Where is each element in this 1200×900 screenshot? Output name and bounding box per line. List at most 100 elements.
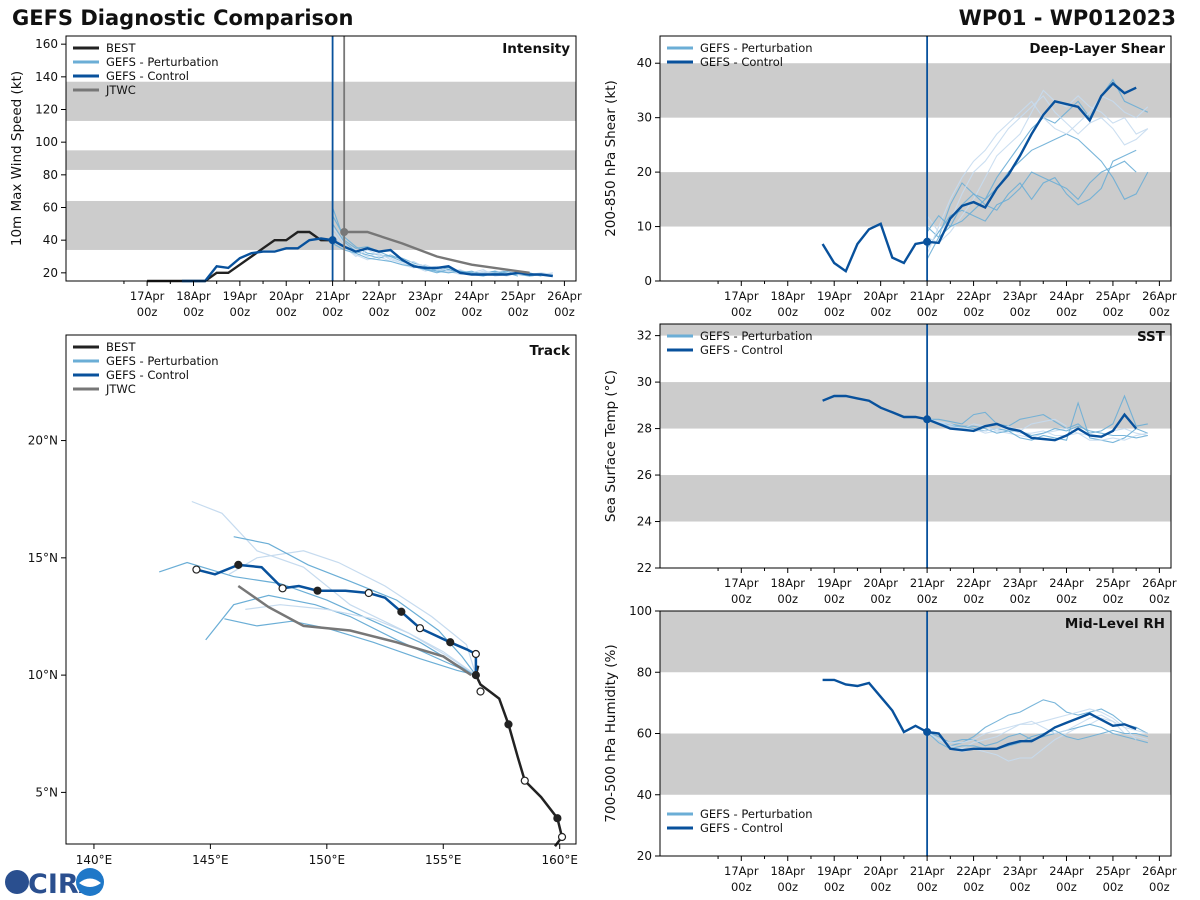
x-tick-label: 21Apr xyxy=(315,289,350,303)
x-tick-label: 21Apr xyxy=(910,576,945,590)
x-tick-label: 17Apr xyxy=(130,289,165,303)
control-series-line xyxy=(822,394,1138,442)
x-tick-label: 18Apr xyxy=(770,864,805,878)
x-tick-label: 21Apr xyxy=(910,864,945,878)
analysis-point xyxy=(923,415,932,424)
x-tick-label: 21Apr xyxy=(910,289,945,303)
perturbation-member-line xyxy=(926,708,1137,744)
x-tick-label: 20Apr xyxy=(863,289,898,303)
perturbation-member-line xyxy=(926,160,1137,249)
y-tick-label: 20 xyxy=(637,165,652,179)
perturbation-member-line xyxy=(926,418,1148,441)
y-tick-label: 28 xyxy=(637,422,652,436)
y-tick-label: 40 xyxy=(637,56,652,70)
y-tick-label: 32 xyxy=(637,329,652,343)
x-tick-label: 00z xyxy=(1056,880,1077,894)
x-tick-label: 22Apr xyxy=(362,289,397,303)
analysis-point xyxy=(340,228,349,236)
panel-title: Mid-Level RH xyxy=(1065,616,1165,632)
lon-tick-label: 140°E xyxy=(76,853,113,867)
y-tick-label: 60 xyxy=(43,201,58,215)
x-tick-label: 19Apr xyxy=(223,289,258,303)
jtwc-series-line xyxy=(344,230,530,274)
y-axis-label: 10m Max Wind Speed (kt) xyxy=(9,71,25,246)
track-position-marker xyxy=(520,776,529,785)
x-tick-label: 22Apr xyxy=(956,576,991,590)
x-tick-label: 00z xyxy=(461,305,482,319)
panel-title: Intensity xyxy=(502,41,570,57)
x-tick-label: 26Apr xyxy=(1142,576,1177,590)
emblem-bird-icon xyxy=(79,878,101,887)
x-tick-label: 00z xyxy=(731,592,752,606)
y-tick-label: 26 xyxy=(637,468,652,482)
lon-tick-label: 160°E xyxy=(541,853,578,867)
x-tick-label: 00z xyxy=(963,592,984,606)
x-tick-label: 00z xyxy=(1010,880,1031,894)
x-tick-label: 23Apr xyxy=(1003,576,1038,590)
y-tick-label: 24 xyxy=(637,515,652,529)
legend-label: GEFS - Perturbation xyxy=(700,807,813,821)
track-panel: 140°E 145°E 150°E 155°E 160°E 5°N 10°N 15°N 20°N… xyxy=(28,334,578,867)
map-frame xyxy=(65,334,577,845)
figure-title: GEFS Diagnostic Comparison xyxy=(12,6,354,30)
control-series-line xyxy=(821,81,1137,274)
perturbation-track-line xyxy=(233,536,477,676)
y-tick-label: 30 xyxy=(637,111,652,125)
x-tick-label: 23Apr xyxy=(1003,289,1038,303)
legend-label: JTWC xyxy=(105,83,136,97)
y-tick-label: 80 xyxy=(637,665,652,679)
track-position-marker xyxy=(557,832,567,842)
x-tick-label: 00z xyxy=(1056,305,1077,319)
legend-label: GEFS - Perturbation xyxy=(700,329,813,343)
threshold-band xyxy=(660,611,1171,673)
x-tick-label: 00z xyxy=(731,880,752,894)
x-tick-label: 00z xyxy=(824,305,845,319)
shear-panel: 0 10 20 30 40 17Apr 00z 18Apr 00z 19Apr 00z 20Apr 00… xyxy=(603,35,1177,319)
y-tick-label: 80 xyxy=(43,168,58,182)
legend-label: GEFS - Perturbation xyxy=(106,55,219,69)
x-tick-label: 26Apr xyxy=(1142,289,1177,303)
perturbation-track-line xyxy=(228,550,477,676)
x-tick-label: 00z xyxy=(554,305,575,319)
legend-label: GEFS - Control xyxy=(106,69,189,83)
x-tick-label: 00z xyxy=(1056,592,1077,606)
storm-id-title: WP01 - WP012023 xyxy=(958,6,1176,30)
x-tick-label: 24Apr xyxy=(1049,576,1084,590)
x-tick-label: 00z xyxy=(824,880,845,894)
x-tick-label: 00z xyxy=(870,305,891,319)
x-tick-label: 26Apr xyxy=(547,289,582,303)
threshold-band xyxy=(660,172,1171,227)
x-tick-label: 00z xyxy=(1010,592,1031,606)
plot-frame xyxy=(65,35,577,282)
cira-logo: CIRA xyxy=(5,868,104,900)
x-tick-label: 00z xyxy=(230,305,251,319)
x-tick-label: 25Apr xyxy=(1096,576,1131,590)
perturbation-member-line xyxy=(926,418,1148,439)
perturbation-track-line xyxy=(191,500,477,676)
x-tick-label: 22Apr xyxy=(956,289,991,303)
x-tick-label: 20Apr xyxy=(863,576,898,590)
y-tick-label: 10 xyxy=(637,220,652,234)
x-tick-label: 00z xyxy=(1010,305,1031,319)
y-tick-label: 100 xyxy=(35,135,58,149)
analysis-point xyxy=(923,237,932,246)
lat-tick-label: 20°N xyxy=(28,434,58,448)
y-tick-label: 40 xyxy=(43,233,58,247)
panel-title: Deep-Layer Shear xyxy=(1029,41,1165,57)
cira-globe-icon xyxy=(5,870,29,894)
x-tick-label: 20Apr xyxy=(269,289,304,303)
legend-label: GEFS - Control xyxy=(700,343,783,357)
track-position-marker xyxy=(234,560,243,569)
x-tick-label: 00z xyxy=(1149,305,1170,319)
perturbation-member-line xyxy=(926,89,1149,244)
x-tick-label: 00z xyxy=(183,305,204,319)
plot-frame xyxy=(659,323,1172,569)
x-tick-label: 00z xyxy=(1149,880,1170,894)
x-tick-label: 18Apr xyxy=(770,576,805,590)
y-tick-label: 30 xyxy=(637,375,652,389)
x-tick-label: 18Apr xyxy=(770,289,805,303)
x-tick-label: 19Apr xyxy=(817,289,852,303)
lon-tick-label: 150°E xyxy=(309,853,346,867)
lon-tick-label: 145°E xyxy=(192,853,229,867)
perturbation-track-line xyxy=(245,604,477,676)
